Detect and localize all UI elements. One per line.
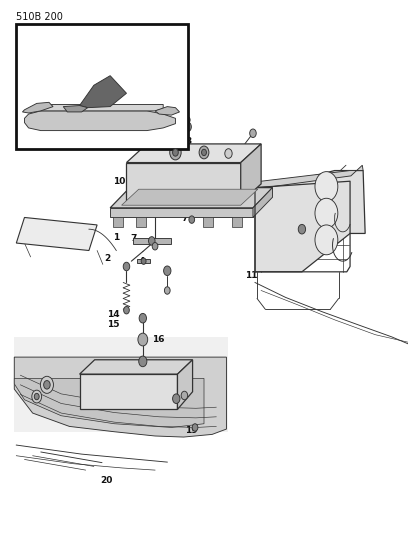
Circle shape <box>152 243 158 250</box>
Polygon shape <box>16 217 97 251</box>
Circle shape <box>199 146 209 159</box>
Circle shape <box>225 149 232 158</box>
Circle shape <box>170 145 181 160</box>
Circle shape <box>173 149 178 156</box>
Polygon shape <box>110 208 253 217</box>
Text: 9: 9 <box>157 126 164 135</box>
Text: 16: 16 <box>152 335 164 344</box>
Circle shape <box>315 225 338 255</box>
Text: 3: 3 <box>82 78 89 87</box>
Text: 4: 4 <box>139 257 145 265</box>
Text: 20: 20 <box>100 477 112 485</box>
Text: 14: 14 <box>107 310 120 319</box>
Circle shape <box>32 390 42 403</box>
Circle shape <box>181 391 188 400</box>
Text: 17: 17 <box>164 391 177 400</box>
Text: 8: 8 <box>290 215 296 224</box>
Polygon shape <box>241 144 261 203</box>
Bar <box>16 24 188 149</box>
Polygon shape <box>80 374 177 409</box>
Text: 3: 3 <box>185 137 192 146</box>
Polygon shape <box>80 360 193 374</box>
Polygon shape <box>133 238 171 244</box>
Circle shape <box>315 172 338 201</box>
Text: 18: 18 <box>32 394 44 402</box>
Polygon shape <box>136 217 146 227</box>
Polygon shape <box>14 337 228 432</box>
Polygon shape <box>255 171 365 272</box>
Polygon shape <box>113 217 123 227</box>
Circle shape <box>192 424 198 431</box>
Text: 15: 15 <box>107 320 120 328</box>
Polygon shape <box>232 217 242 227</box>
Circle shape <box>164 287 170 294</box>
Polygon shape <box>33 104 163 111</box>
Circle shape <box>164 266 171 276</box>
Polygon shape <box>253 188 273 217</box>
Polygon shape <box>24 111 175 131</box>
Text: 7: 7 <box>181 214 188 223</box>
Circle shape <box>40 376 53 393</box>
Polygon shape <box>155 107 180 115</box>
Polygon shape <box>126 163 241 203</box>
Circle shape <box>34 393 39 400</box>
Circle shape <box>315 198 338 228</box>
Polygon shape <box>110 188 273 208</box>
Polygon shape <box>126 144 261 163</box>
Circle shape <box>139 313 146 323</box>
Circle shape <box>123 262 130 271</box>
Text: 3: 3 <box>75 92 82 100</box>
Polygon shape <box>14 378 204 427</box>
Text: 2: 2 <box>104 254 110 263</box>
Text: 7: 7 <box>131 234 137 243</box>
Text: 11: 11 <box>245 271 257 280</box>
Text: 510B 200: 510B 200 <box>16 12 63 22</box>
Text: 6: 6 <box>173 106 180 115</box>
Text: 6: 6 <box>32 91 39 99</box>
Text: 10: 10 <box>105 79 118 88</box>
Text: 19: 19 <box>185 426 197 434</box>
Polygon shape <box>122 189 258 205</box>
Circle shape <box>44 381 50 389</box>
Polygon shape <box>137 259 150 263</box>
Circle shape <box>189 216 195 223</box>
Polygon shape <box>177 360 193 409</box>
Polygon shape <box>22 102 53 113</box>
Circle shape <box>139 356 147 367</box>
Circle shape <box>202 149 206 156</box>
Text: 6: 6 <box>31 84 38 92</box>
Text: 5: 5 <box>188 166 194 175</box>
Text: 1: 1 <box>113 233 120 241</box>
Circle shape <box>124 306 129 314</box>
Circle shape <box>298 224 306 234</box>
Circle shape <box>138 333 148 346</box>
Polygon shape <box>80 76 126 108</box>
Text: 12: 12 <box>333 182 346 191</box>
Circle shape <box>250 129 256 138</box>
Polygon shape <box>203 217 213 227</box>
Polygon shape <box>63 106 88 112</box>
Circle shape <box>141 258 146 264</box>
Circle shape <box>149 237 155 245</box>
Circle shape <box>185 117 190 123</box>
Polygon shape <box>255 165 363 188</box>
Text: 10: 10 <box>113 177 125 185</box>
Circle shape <box>173 394 180 403</box>
Text: 13: 13 <box>37 237 49 245</box>
Text: 10: 10 <box>114 77 126 85</box>
Polygon shape <box>14 357 226 437</box>
Circle shape <box>184 122 191 132</box>
